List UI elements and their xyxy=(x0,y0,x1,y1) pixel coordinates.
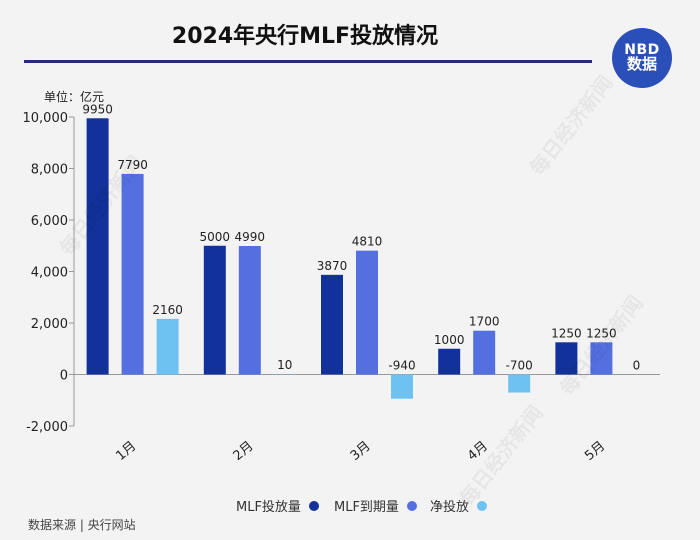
data-label: 0 xyxy=(633,359,641,373)
data-label: 1700 xyxy=(469,315,500,329)
y-tick-label: -2,000 xyxy=(26,420,68,435)
data-label: 4810 xyxy=(352,235,383,249)
data-label: 3870 xyxy=(317,259,348,273)
logo-text-nbd: NBD xyxy=(624,41,660,58)
legend-item-net: 净投放 xyxy=(430,496,488,515)
data-label: 1250 xyxy=(551,326,582,340)
bar xyxy=(508,374,531,393)
source-note: 数据来源 | 央行网站 xyxy=(28,518,136,532)
legend: MLF投放量 MLF到期量 净投放 xyxy=(0,496,700,516)
data-label: 4990 xyxy=(235,230,266,244)
legend-label-expire: MLF到期量 xyxy=(334,500,399,515)
bar xyxy=(356,250,378,375)
bar xyxy=(203,245,226,375)
y-tick-label: 4,000 xyxy=(31,266,68,281)
bar xyxy=(238,246,261,375)
bar xyxy=(473,330,496,375)
bar xyxy=(590,342,613,375)
legend-label-net: 净投放 xyxy=(430,500,470,515)
legend-swatch-net xyxy=(477,500,488,511)
data-label: 9950 xyxy=(82,102,113,116)
data-label: 10 xyxy=(277,358,292,372)
legend-label-mlf: MLF投放量 xyxy=(236,500,301,515)
bar xyxy=(391,374,413,399)
bar xyxy=(438,348,461,375)
unit-label: 单位：亿元 xyxy=(44,90,105,104)
chart-title: 2024年央行MLF投放情况 xyxy=(171,24,439,49)
legend-item-mlf: MLF投放量 xyxy=(236,496,319,515)
legend-swatch-expire xyxy=(406,500,417,511)
data-label: 7790 xyxy=(117,158,148,172)
x-tick-label: 2月 xyxy=(231,439,257,464)
data-label: 1000 xyxy=(434,333,465,347)
legend-item-expire: MLF到期量 xyxy=(334,496,417,515)
title-underline xyxy=(24,60,592,63)
bar xyxy=(321,274,343,375)
x-tick-label: 3月 xyxy=(348,439,374,464)
nbd-logo: NBD 数据 xyxy=(612,28,672,88)
bar xyxy=(86,118,109,375)
y-tick-label: 2,000 xyxy=(31,317,68,332)
data-label: 2160 xyxy=(152,303,183,317)
legend-swatch-mlf xyxy=(308,500,319,511)
data-label: 5000 xyxy=(200,230,231,244)
y-tick-label: 6,000 xyxy=(31,214,68,229)
y-tick-label: 8,000 xyxy=(31,163,68,178)
data-label: 1250 xyxy=(586,326,617,340)
logo-text-data: 数据 xyxy=(626,55,657,74)
bar xyxy=(555,342,578,375)
y-tick-label: 10,000 xyxy=(23,111,69,126)
bar xyxy=(121,173,144,375)
data-label: -700 xyxy=(506,359,533,373)
data-label: -940 xyxy=(388,359,415,373)
x-tick-label: 1月 xyxy=(113,439,139,464)
bar xyxy=(156,318,179,375)
y-tick-label: 0 xyxy=(60,369,68,384)
x-tick-label: 5月 xyxy=(582,439,608,464)
x-tick-label: 4月 xyxy=(465,439,491,464)
